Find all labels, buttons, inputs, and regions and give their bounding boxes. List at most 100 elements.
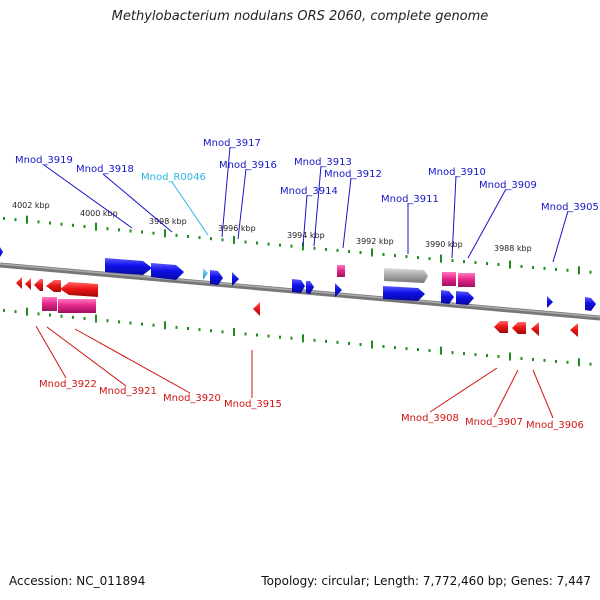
major-tick xyxy=(95,314,97,323)
minor-tick xyxy=(198,328,201,332)
gene-arrow-mnod-3906 xyxy=(531,322,539,336)
major-tick xyxy=(509,260,511,269)
gene-arrow-edge-right xyxy=(585,297,596,311)
minor-tick xyxy=(555,359,557,363)
gene-arrow-mnod-3912 xyxy=(335,283,342,297)
gene-label: Mnod_3917 xyxy=(203,138,261,149)
minor-tick xyxy=(428,349,431,353)
gene-label: Mnod_3921 xyxy=(99,386,157,397)
gene-label: Mnod_3922 xyxy=(39,379,97,390)
rna-gene-mnod-3920 xyxy=(58,299,96,313)
minor-tick xyxy=(348,342,350,345)
minor-tick xyxy=(486,262,488,266)
minor-tick xyxy=(72,223,74,227)
minor-tick xyxy=(256,333,258,337)
minor-tick xyxy=(359,343,362,346)
gene-arrow-mnod-3910 xyxy=(441,290,454,304)
minor-tick xyxy=(532,266,534,269)
minor-tick xyxy=(428,257,431,261)
minor-tick xyxy=(37,220,40,224)
minor-tick xyxy=(175,325,178,329)
major-tick xyxy=(233,235,235,244)
minor-tick xyxy=(14,310,17,314)
minor-tick xyxy=(589,270,592,274)
minor-tick xyxy=(221,238,224,242)
gene-label: Mnod_3905 xyxy=(541,202,599,213)
gene-arrow-mnod-3914 xyxy=(292,279,305,293)
minor-tick xyxy=(3,216,5,220)
minor-tick xyxy=(141,230,143,234)
minor-tick xyxy=(60,314,63,318)
major-tick xyxy=(578,358,580,367)
rna-gene-mnod-3910 xyxy=(442,272,456,286)
minor-tick xyxy=(566,268,569,272)
gene-label: Mnod_3910 xyxy=(428,167,486,178)
gene-label: Mnod_3907 xyxy=(465,417,523,428)
minor-tick xyxy=(37,312,40,316)
leader-lines-top xyxy=(43,146,569,263)
minor-tick xyxy=(394,346,396,350)
major-tick xyxy=(371,248,373,257)
minor-tick xyxy=(463,260,465,264)
minor-tick xyxy=(175,233,178,237)
minor-tick xyxy=(313,338,316,342)
minor-tick xyxy=(405,255,408,259)
minor-tick xyxy=(382,345,385,348)
accession-text: Accession: NC_011894 xyxy=(9,574,146,588)
rna-gene-mnod-3912 xyxy=(337,265,345,277)
minor-tick xyxy=(325,339,327,343)
minor-tick xyxy=(3,308,5,312)
minor-tick xyxy=(256,241,258,245)
genome-info-text: Topology: circular; Length: 7,772,460 bp… xyxy=(261,574,591,588)
gene-label: Mnod_3920 xyxy=(163,393,221,404)
minor-tick xyxy=(382,253,385,256)
gene-label: Mnod_3914 xyxy=(280,186,338,197)
minor-tick xyxy=(348,250,350,253)
kbp-label: 3996 kbp xyxy=(218,224,256,233)
tick-row-top xyxy=(3,215,592,275)
map-title: Methylobacterium nodulans ORS 2060, comp… xyxy=(111,9,489,24)
gene-label: Mnod_3908 xyxy=(401,413,459,424)
minor-tick xyxy=(14,218,17,222)
minor-tick xyxy=(520,265,523,268)
minor-tick xyxy=(279,335,281,339)
minor-tick xyxy=(187,327,189,330)
minor-tick xyxy=(60,222,63,226)
minor-tick xyxy=(543,266,546,270)
gene-arrow-mnod-3922b xyxy=(25,278,31,290)
gene-arrow-mnod-3905 xyxy=(547,296,553,308)
major-tick xyxy=(95,222,97,231)
gene-arrow-edge-right-rev xyxy=(570,323,578,337)
kbp-label: 3994 kbp xyxy=(287,231,325,240)
minor-tick xyxy=(244,240,247,244)
minor-tick xyxy=(520,357,523,360)
gene-label: Mnod_3912 xyxy=(324,169,382,180)
minor-tick xyxy=(417,256,419,260)
gene-label: Mnod_3919 xyxy=(15,155,73,166)
minor-tick xyxy=(394,254,396,258)
gene-arrow-mnod-3916b xyxy=(232,272,239,286)
minor-tick xyxy=(543,358,546,362)
kbp-label: 3998 kbp xyxy=(149,217,187,226)
minor-tick xyxy=(555,267,557,271)
gene-labels-top: Mnod_3919 Mnod_3918 Mnod_R0046 Mnod_3917… xyxy=(15,138,599,213)
minor-tick xyxy=(118,320,120,324)
gene-arrow-edge-left xyxy=(0,247,3,257)
minor-tick xyxy=(210,237,212,241)
minor-tick xyxy=(83,225,86,228)
minor-tick xyxy=(152,231,155,235)
major-tick xyxy=(302,242,304,251)
gene-label: Mnod_3909 xyxy=(479,180,537,191)
gene-label: Mnod_3918 xyxy=(76,164,134,175)
minor-tick xyxy=(589,362,592,366)
minor-tick xyxy=(210,329,212,333)
major-tick xyxy=(233,327,235,336)
gene-arrow-mnod-3907 xyxy=(512,322,526,334)
major-tick xyxy=(371,340,373,349)
minor-tick xyxy=(532,358,534,361)
tick-row-bottom xyxy=(3,307,592,367)
minor-tick xyxy=(463,352,465,356)
minor-tick xyxy=(336,340,339,344)
gene-label: Mnod_3915 xyxy=(224,399,282,410)
minor-tick xyxy=(451,351,454,355)
